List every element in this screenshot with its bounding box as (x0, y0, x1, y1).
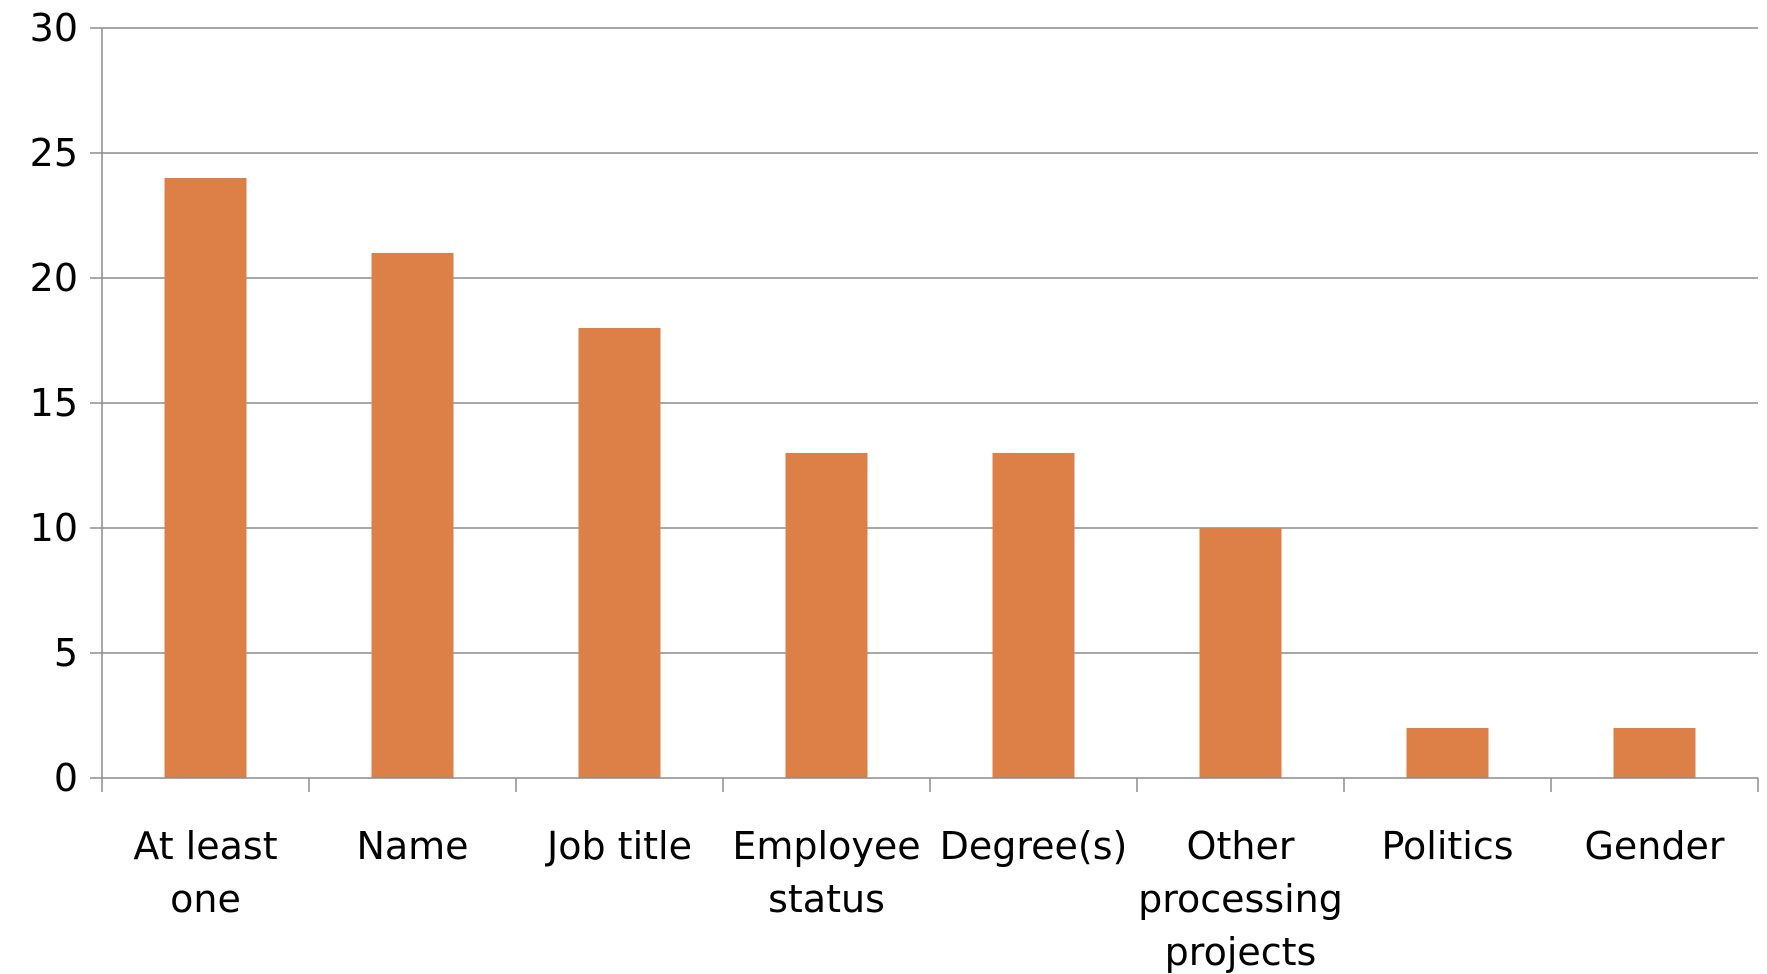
bar-1 (164, 178, 247, 778)
x-category-labels: At least one Name Job title Employee status De… (133, 824, 1725, 974)
bar-3 (578, 328, 661, 778)
x-category-label-4: Employee status (732, 824, 920, 921)
y-tick-label-5: 5 (54, 631, 78, 675)
y-tick-label-10: 10 (30, 506, 78, 550)
x-category-label-8: Gender (1584, 824, 1724, 868)
bar-4 (785, 453, 868, 778)
axes (90, 27, 1759, 792)
bar-8 (1613, 728, 1696, 778)
bar-6 (1199, 528, 1282, 778)
y-tick-label-20: 20 (30, 256, 78, 300)
x-category-label-6: Other processing projects (1138, 824, 1343, 974)
bar-2 (371, 253, 454, 778)
y-tick-label-30: 30 (30, 6, 78, 50)
x-category-label-3: Job title (545, 824, 692, 868)
x-category-label-2: Name (356, 824, 468, 868)
x-category-label-1: At least one (133, 824, 277, 921)
y-tick-label-0: 0 (54, 756, 78, 800)
y-tick-labels: 0 5 10 15 20 25 30 (30, 6, 78, 800)
gridlines (102, 27, 1758, 654)
bars (164, 178, 1696, 778)
y-tick-label-25: 25 (30, 131, 78, 175)
bar-5 (992, 453, 1075, 778)
x-category-label-7: Politics (1381, 824, 1513, 868)
x-category-label-5: Degree(s) (940, 824, 1128, 868)
y-tick-label-15: 15 (30, 381, 78, 425)
bar-7 (1406, 728, 1489, 778)
